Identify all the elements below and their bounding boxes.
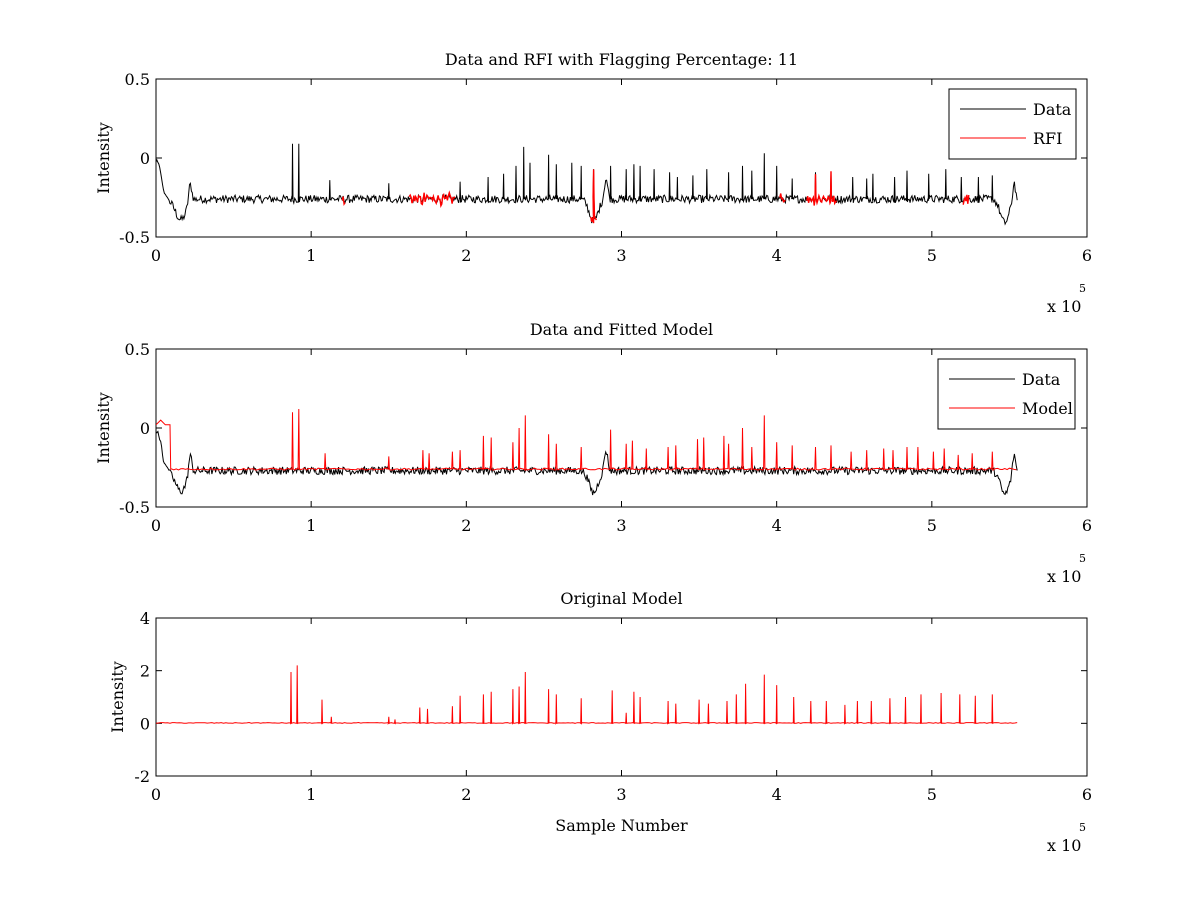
plot-area bbox=[155, 78, 1088, 238]
x-tick-label: 0 bbox=[151, 246, 161, 265]
chart-title: Data and RFI with Flagging Percentage: 1… bbox=[445, 50, 798, 69]
y-tick-label: 0.5 bbox=[125, 70, 150, 89]
x-tick-label: 4 bbox=[772, 785, 782, 804]
x-tick-label: 4 bbox=[772, 246, 782, 265]
x-multiplier-exponent: 5 bbox=[1079, 821, 1086, 834]
legend-box bbox=[948, 88, 1077, 160]
y-tick-label: 0 bbox=[140, 149, 150, 168]
x-tick-label: 1 bbox=[306, 785, 316, 804]
rfi-segment bbox=[590, 169, 597, 224]
y-axis-label: Intensity bbox=[94, 122, 113, 194]
x-multiplier: x 10 bbox=[1047, 567, 1081, 586]
legend-label: Data bbox=[1022, 370, 1061, 389]
y-tick-label: 0.5 bbox=[125, 340, 150, 359]
x-tick-label: 2 bbox=[461, 785, 471, 804]
x-tick-label: 5 bbox=[927, 246, 937, 265]
legend-label: Data bbox=[1033, 100, 1072, 119]
rfi-segment bbox=[779, 193, 786, 203]
x-multiplier: x 10 bbox=[1047, 836, 1081, 855]
x-tick-label: 0 bbox=[151, 516, 161, 535]
rfi-segment bbox=[341, 196, 346, 206]
y-tick-label: 2 bbox=[140, 662, 150, 681]
legend: Data Model bbox=[937, 358, 1076, 430]
y-tick-label: 4 bbox=[140, 609, 150, 628]
x-tick-label: 0 bbox=[151, 785, 161, 804]
x-tick-label: 3 bbox=[616, 246, 626, 265]
x-tick-label: 5 bbox=[927, 785, 937, 804]
y-axis-label: Intensity bbox=[94, 392, 113, 464]
y-axis-label: Intensity bbox=[108, 661, 127, 733]
x-tick-label: 6 bbox=[1082, 246, 1092, 265]
x-tick-label: 3 bbox=[616, 785, 626, 804]
x-multiplier-exponent: 5 bbox=[1079, 552, 1086, 565]
x-axis-label: Sample Number bbox=[555, 816, 688, 835]
plot-area bbox=[155, 348, 1088, 508]
y-tick-label: -0.5 bbox=[119, 228, 150, 247]
legend: Data RFI bbox=[948, 88, 1077, 160]
chart-title: Data and Fitted Model bbox=[530, 320, 713, 339]
x-tick-label: 1 bbox=[306, 246, 316, 265]
x-tick-label: 2 bbox=[461, 246, 471, 265]
y-tick-label: 0 bbox=[140, 419, 150, 438]
plot-lines bbox=[156, 143, 1018, 226]
y-tick-label: 0 bbox=[140, 714, 150, 733]
rfi-segment bbox=[806, 171, 838, 206]
rfi-segment bbox=[962, 194, 970, 205]
x-tick-label: 3 bbox=[616, 516, 626, 535]
legend-box bbox=[937, 358, 1076, 430]
y-tick-label: -2 bbox=[134, 767, 150, 786]
rfi-segment bbox=[408, 190, 456, 209]
series-line-model bbox=[156, 408, 1017, 472]
x-multiplier: x 10 bbox=[1047, 297, 1081, 316]
x-tick-label: 5 bbox=[927, 516, 937, 535]
plot-area bbox=[155, 617, 1088, 777]
chart-title: Original Model bbox=[560, 589, 682, 608]
x-tick-label: 6 bbox=[1082, 516, 1092, 535]
plot-lines bbox=[156, 408, 1018, 496]
legend-label: RFI bbox=[1033, 129, 1062, 148]
x-tick-label: 1 bbox=[306, 516, 316, 535]
series-line-model bbox=[156, 665, 1018, 726]
plot-lines bbox=[156, 665, 1018, 726]
x-tick-label: 6 bbox=[1082, 785, 1092, 804]
series-line-data bbox=[156, 143, 1018, 226]
x-tick-label: 2 bbox=[461, 516, 471, 535]
y-tick-label: -0.5 bbox=[119, 498, 150, 517]
legend-label: Model bbox=[1022, 399, 1073, 418]
x-tick-label: 4 bbox=[772, 516, 782, 535]
x-multiplier-exponent: 5 bbox=[1079, 282, 1086, 295]
